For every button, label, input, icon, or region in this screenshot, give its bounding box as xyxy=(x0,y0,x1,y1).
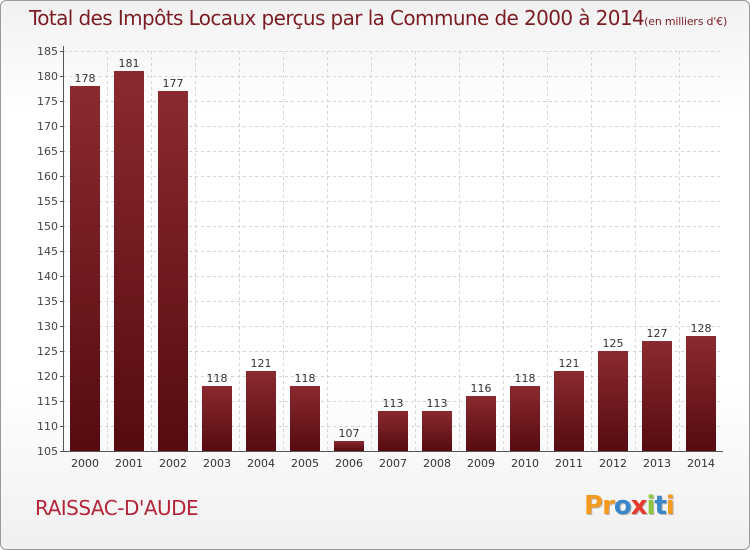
chart-title: Total des Impôts Locaux perçus par la Co… xyxy=(29,6,727,30)
bar-2010 xyxy=(510,386,540,451)
bars xyxy=(70,71,716,451)
proxiti-logo: Proxiti xyxy=(584,491,675,521)
y-tick-label: 170 xyxy=(37,120,58,133)
x-tick-label: 2010 xyxy=(511,457,539,470)
value-label: 118 xyxy=(515,372,536,385)
y-tick-label: 165 xyxy=(37,145,58,158)
x-tick-labels: 2000 2001 2002 2003 2004 2005 2006 2007 2008 2009… xyxy=(71,457,715,470)
bar-2007 xyxy=(378,411,408,451)
x-tick-label: 2004 xyxy=(247,457,275,470)
x-tick-label: 2007 xyxy=(379,457,407,470)
x-tick-label: 2011 xyxy=(555,457,583,470)
x-tick-label: 2012 xyxy=(599,457,627,470)
bar-2002 xyxy=(158,91,188,451)
bar-2004 xyxy=(246,371,276,451)
value-label: 113 xyxy=(427,397,448,410)
x-tick-label: 2003 xyxy=(203,457,231,470)
x-tick-label: 2000 xyxy=(71,457,99,470)
value-label: 107 xyxy=(339,427,360,440)
logo-letter: o xyxy=(613,491,632,521)
x-tick-label: 2013 xyxy=(643,457,671,470)
bar-2012 xyxy=(598,351,628,451)
bar-2013 xyxy=(642,341,672,451)
bar-2006 xyxy=(334,441,364,451)
y-tick-label: 105 xyxy=(37,445,58,458)
y-tick-label: 120 xyxy=(37,370,58,383)
x-tick-label: 2002 xyxy=(159,457,187,470)
y-tick-label: 150 xyxy=(37,220,58,233)
value-label: 178 xyxy=(75,72,96,85)
logo-letter: i xyxy=(646,491,656,521)
y-tick-label: 155 xyxy=(37,195,58,208)
x-tick-label: 2014 xyxy=(687,457,715,470)
bar-2011 xyxy=(554,371,584,451)
x-tick-label: 2006 xyxy=(335,457,363,470)
y-tick-label: 110 xyxy=(37,420,58,433)
axes xyxy=(60,46,723,452)
y-tick-label: 185 xyxy=(37,45,58,58)
logo-letter: P xyxy=(584,491,603,521)
y-tick-label: 180 xyxy=(37,70,58,83)
bar-2005 xyxy=(290,386,320,451)
bar-2009 xyxy=(466,396,496,451)
value-label: 121 xyxy=(559,357,580,370)
value-label: 118 xyxy=(295,372,316,385)
bar-2014 xyxy=(686,336,716,451)
value-label: 125 xyxy=(603,337,624,350)
logo-letter: r xyxy=(602,491,615,521)
bar-2008 xyxy=(422,411,452,451)
x-tick-label: 2005 xyxy=(291,457,319,470)
value-label: 127 xyxy=(647,327,668,340)
bar-2001 xyxy=(114,71,144,451)
y-tick-label: 160 xyxy=(37,170,58,183)
logo-letter: i xyxy=(665,491,675,521)
value-label: 121 xyxy=(251,357,272,370)
bar-2000 xyxy=(70,86,100,451)
y-tick-label: 135 xyxy=(37,295,58,308)
y-tick-labels: 105 110 115 120 125 130 135 140 145 150 155 160 165 1… xyxy=(37,45,58,458)
x-tick-label: 2009 xyxy=(467,457,495,470)
commune-name: RAISSAC-D'AUDE xyxy=(35,496,199,520)
x-tick-label: 2001 xyxy=(115,457,143,470)
value-label: 177 xyxy=(163,77,184,90)
bar-2003 xyxy=(202,386,232,451)
x-tick-label: 2008 xyxy=(423,457,451,470)
y-tick-label: 175 xyxy=(37,95,58,108)
title-unit: (en milliers d'€) xyxy=(644,15,728,28)
logo-letter: x xyxy=(630,491,648,521)
value-label: 118 xyxy=(207,372,228,385)
y-tick-label: 140 xyxy=(37,270,58,283)
y-tick-label: 115 xyxy=(37,395,58,408)
value-label: 181 xyxy=(119,57,140,70)
y-tick-label: 130 xyxy=(37,320,58,333)
value-label: 113 xyxy=(383,397,404,410)
y-tick-label: 125 xyxy=(37,345,58,358)
logo-letter: t xyxy=(654,491,666,521)
data-labels: 178 181 177 118 121 118 107 113 113 116 118 121 125 1… xyxy=(75,57,712,440)
title-main: Total des Impôts Locaux perçus par la Co… xyxy=(29,6,645,30)
value-label: 128 xyxy=(691,322,712,335)
y-tick-label: 145 xyxy=(37,245,58,258)
value-label: 116 xyxy=(471,382,492,395)
